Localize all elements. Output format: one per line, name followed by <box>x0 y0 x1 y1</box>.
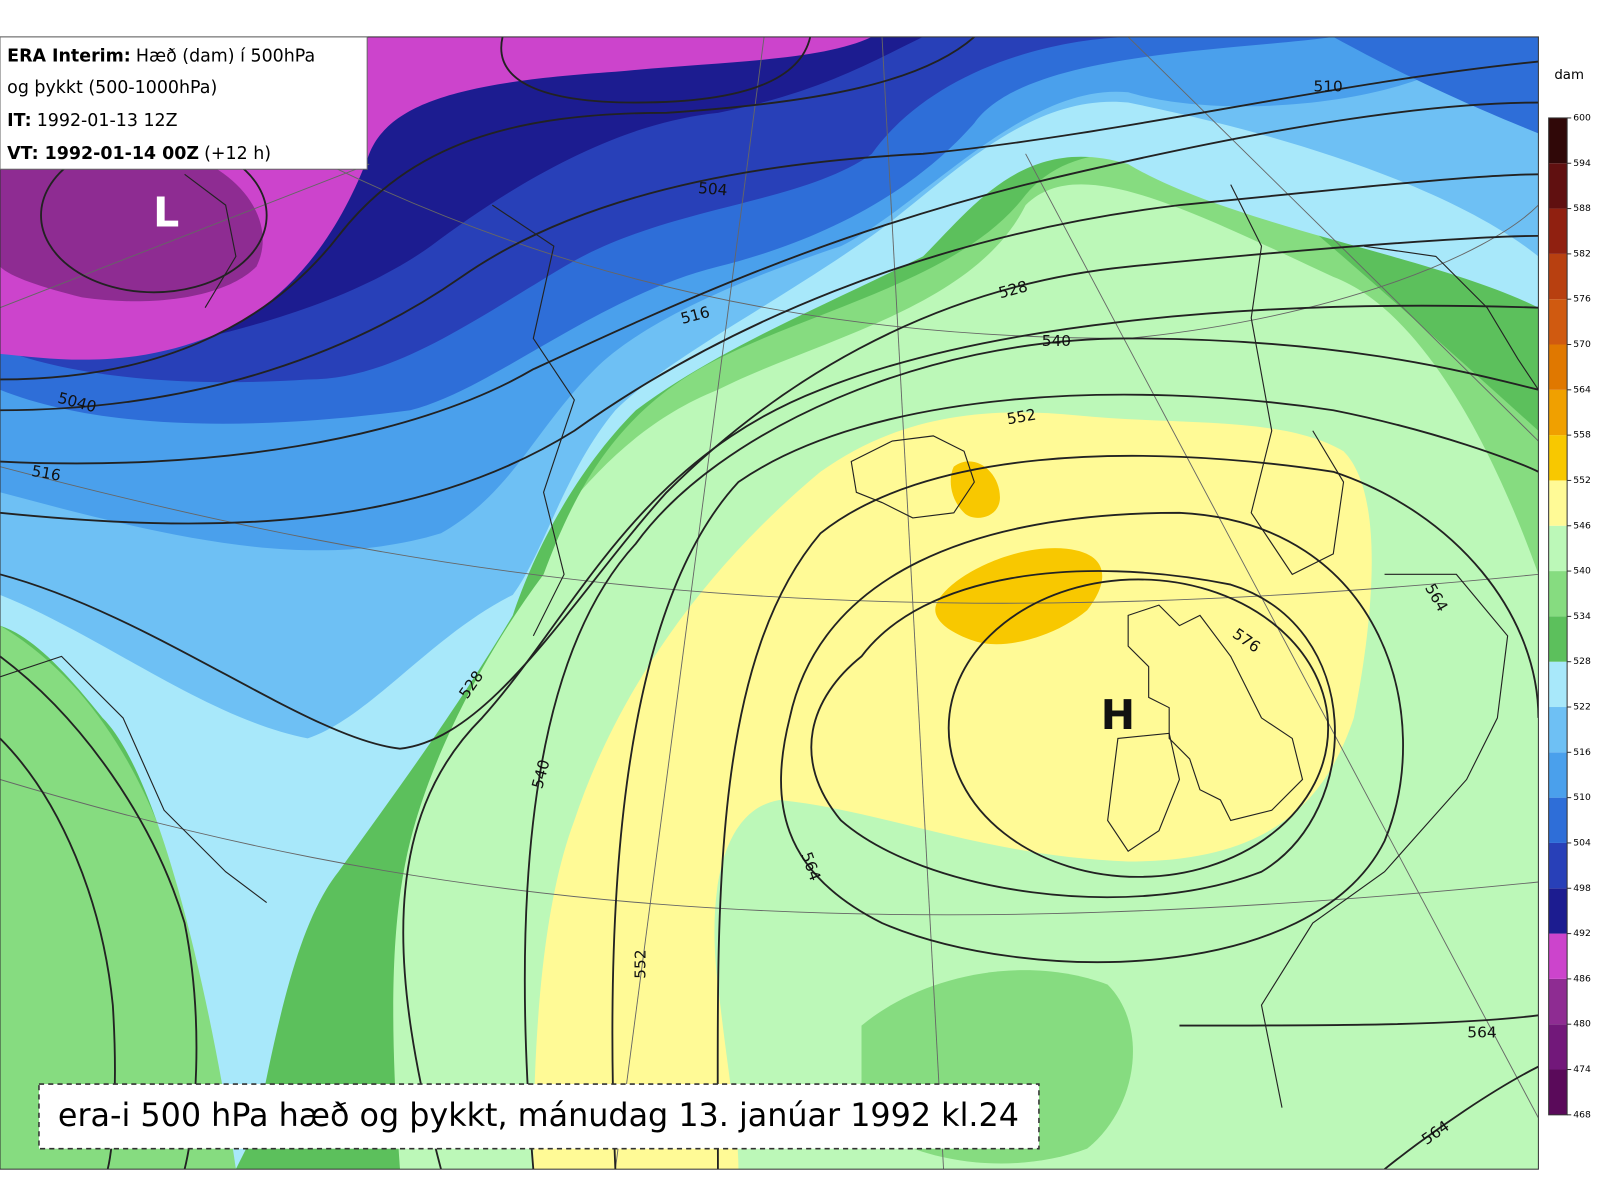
colorbar-cell <box>1548 797 1568 843</box>
caption-box: era-i 500 hPa hæð og þykkt, mánudag 13. … <box>38 1083 1040 1150</box>
colorbar-cell <box>1548 208 1568 254</box>
contour-label: 540 <box>1042 332 1071 350</box>
info-line: og þykkt (500-1000hPa) <box>7 78 217 98</box>
colorbar-tick-label: 594 <box>1573 158 1591 169</box>
colorbar-cell <box>1548 616 1568 662</box>
colorbar: dam 468 474 480 486 492 498 504 510 516 522 528 534… <box>1548 68 1591 1120</box>
colorbar-tick-label: 468 <box>1573 1109 1591 1120</box>
colorbar-tick-label: 540 <box>1573 566 1591 577</box>
colorbar-tick-label: 516 <box>1573 747 1591 758</box>
colorbar-tick-label: 504 <box>1573 837 1591 848</box>
colorbar-tick-label: 564 <box>1573 384 1591 395</box>
colorbar-tick-label: 486 <box>1573 973 1591 984</box>
field <box>950 461 1000 518</box>
colorbar-cell <box>1548 661 1568 708</box>
colorbar-tick-label: 528 <box>1573 656 1591 667</box>
contour-label: 552 <box>1005 406 1037 429</box>
info-line: ERA Interim: Hæð (dam) í 500hPa <box>7 46 315 66</box>
info-line: VT: 1992-01-14 00Z (+12 h) <box>7 144 271 164</box>
info-text: 1992-01-13 12Z <box>37 111 178 131</box>
colorbar-cell <box>1548 933 1568 979</box>
figure: 5105045165285405525040516528540552564576… <box>0 36 1591 1170</box>
high-marker: H <box>1101 691 1135 739</box>
contour-label: 516 <box>30 462 62 485</box>
colorbar-cell <box>1548 389 1568 436</box>
info-bold: ERA Interim: <box>7 46 131 66</box>
info-background <box>0 36 368 170</box>
colorbar-tick-label: 558 <box>1573 430 1591 441</box>
colorbar-cell <box>1548 480 1568 526</box>
colorbar-tick-label: 492 <box>1573 928 1591 939</box>
colorbar-tick-label: 510 <box>1573 792 1591 803</box>
colorbar-tick-label: 498 <box>1573 883 1591 894</box>
map-frame <box>0 36 1539 1170</box>
contour-label: 552 <box>632 949 650 978</box>
info-bold: VT: 1992-01-14 00Z <box>7 144 199 164</box>
colorbar-tick-label: 546 <box>1573 520 1591 531</box>
colorbar-cell <box>1548 707 1568 753</box>
info-box: ERA Interim: Hæð (dam) í 500hPa og þykkt … <box>0 36 368 170</box>
caption-background <box>38 1083 1040 1150</box>
colorbar-tick-label: 474 <box>1573 1064 1591 1075</box>
colorbar-cell <box>1548 299 1568 345</box>
field <box>1333 36 1539 134</box>
colorbar-cell <box>1548 978 1568 1025</box>
contour-label: 564 <box>1467 1023 1496 1041</box>
colorbar-cell <box>1548 163 1568 209</box>
colorbar-cell <box>1548 752 1568 798</box>
field <box>533 412 1372 1170</box>
map: 5105045165285405525040516528540552564576… <box>0 36 1539 1170</box>
colorbar-tick-label: 582 <box>1573 248 1591 259</box>
contour-label: 504 <box>697 179 728 199</box>
info-text: Hæð (dam) í 500hPa <box>136 46 315 66</box>
colorbar-cell <box>1548 344 1568 390</box>
colorbar-cell <box>1548 525 1568 572</box>
info-text: og þykkt (500-1000hPa) <box>7 78 217 98</box>
colorbar-cell <box>1548 888 1568 934</box>
colorbar-cell <box>1548 571 1568 617</box>
coastlines <box>0 173 1539 1108</box>
colorbar-cell <box>1548 842 1568 889</box>
colorbar-tick-label: 570 <box>1573 339 1591 350</box>
colorbar-tick-label: 552 <box>1573 475 1591 486</box>
colorbar-tick-label: 576 <box>1573 294 1591 305</box>
caption: era-i 500 hPa hæð og þykkt, mánudag 13. … <box>58 1097 1019 1134</box>
info-line: IT: 1992-01-13 12Z <box>7 111 177 131</box>
colorbar-tick-label: 522 <box>1573 702 1591 713</box>
colorbar-tick-label: 600 <box>1573 112 1591 123</box>
info-bold: IT: <box>7 111 31 131</box>
colorbar-cell <box>1548 117 1568 164</box>
contour-label: 510 <box>1313 78 1342 96</box>
colorbar-tick-label: 480 <box>1573 1019 1591 1030</box>
contours <box>0 36 1539 1170</box>
colorbar-tick-label: 534 <box>1573 611 1591 622</box>
colorbar-cell <box>1548 435 1568 481</box>
colorbar-cell <box>1548 1069 1568 1115</box>
colorbar-unit: dam <box>1554 68 1584 83</box>
low-marker: L <box>153 188 179 236</box>
colorbar-cell <box>1548 253 1568 300</box>
contour-labels: 5105045165285405525040516528540552564576… <box>30 78 1496 1149</box>
colorbar-tick-label: 588 <box>1573 203 1591 214</box>
info-text: (+12 h) <box>204 144 271 164</box>
colorbar-cell <box>1548 1024 1568 1070</box>
